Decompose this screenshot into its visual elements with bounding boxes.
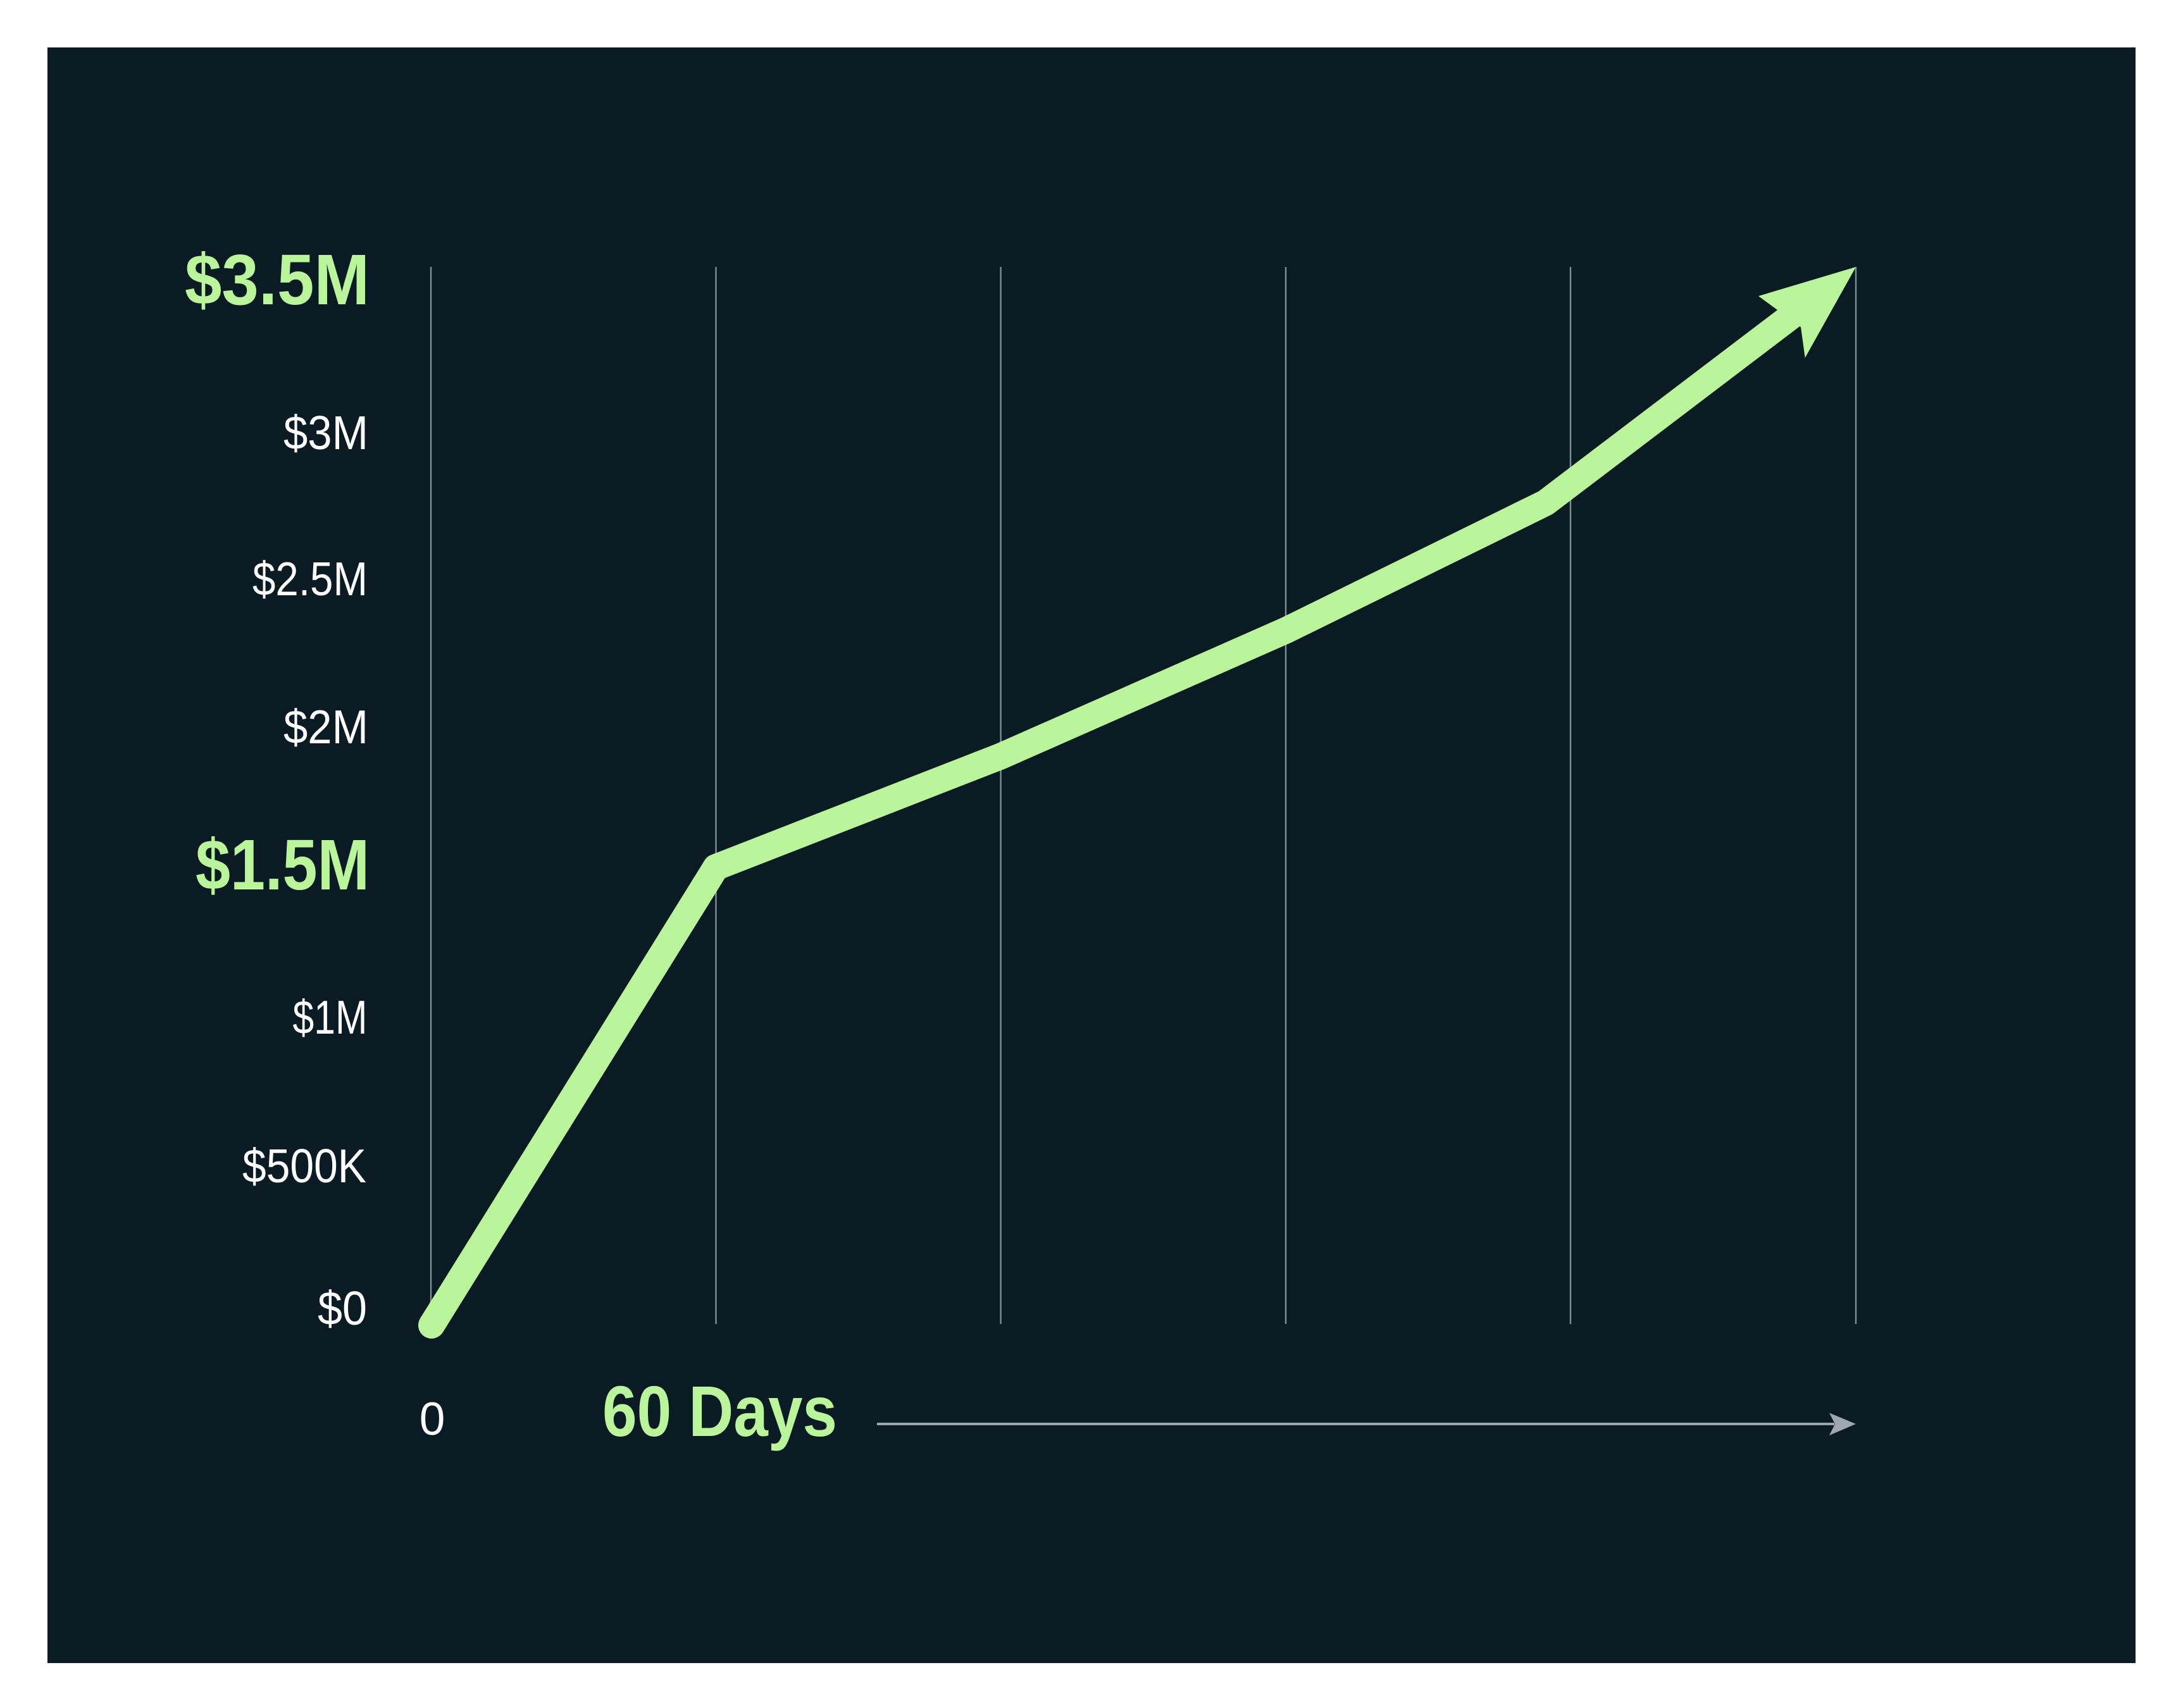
svg-text:$0: $0 — [318, 1282, 367, 1335]
svg-text:$500K: $500K — [242, 1139, 366, 1192]
svg-text:$1M: $1M — [293, 991, 368, 1044]
svg-text:$3M: $3M — [283, 406, 368, 459]
svg-text:0: 0 — [420, 1394, 445, 1445]
svg-text:$1.5M: $1.5M — [196, 825, 370, 905]
svg-text:$2M: $2M — [283, 700, 368, 753]
svg-text:$3.5M: $3.5M — [185, 240, 370, 319]
svg-text:$2.5M: $2.5M — [252, 552, 368, 605]
svg-text:60 Days: 60 Days — [602, 1371, 837, 1451]
